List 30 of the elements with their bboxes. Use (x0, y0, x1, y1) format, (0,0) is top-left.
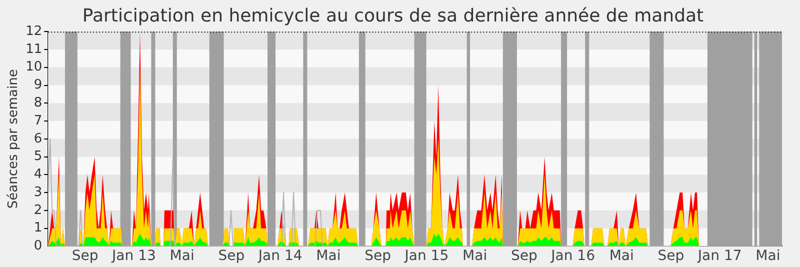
x-tick-label: Jan 15 (404, 248, 449, 264)
x-tick-label: Mai (170, 248, 194, 264)
x-tick-label: Jan 13 (111, 248, 156, 264)
y-axis-title: Séances par semaine (6, 69, 22, 209)
y-tick-label: 10 (26, 60, 42, 75)
x-tick-label: Mai (462, 248, 488, 264)
y-tick-label: 4 (34, 167, 42, 182)
y-tick-label: 5 (34, 149, 42, 164)
x-tick-label: Sep (218, 248, 245, 264)
y-tick-label: 2 (34, 202, 42, 218)
x-tick-label: Sep (364, 248, 392, 264)
x-tick-label: Jan 14 (257, 248, 302, 264)
x-tick-label: Mai (609, 248, 634, 264)
x-tick-label: Mai (756, 248, 780, 264)
y-tick-label: 0 (34, 238, 42, 254)
y-tick-label: 1 (34, 220, 42, 236)
y-tick-label: 3 (34, 184, 42, 200)
x-tick-label: Mai (316, 248, 341, 264)
y-tick-label: 6 (34, 131, 42, 146)
x-tick-label: Sep (72, 248, 98, 264)
y-tick-label: 12 (26, 24, 42, 39)
chart-title: Participation en hemicycle au cours de sa dernière année de mandat (82, 5, 704, 26)
y-tick-label: 8 (34, 96, 42, 111)
x-tick-label: Sep (658, 248, 684, 264)
x-tick-label: Jan 16 (550, 248, 596, 264)
y-tick-label: 7 (34, 113, 42, 128)
y-tick-label: 9 (34, 78, 42, 93)
y-tick-label: 11 (26, 42, 42, 57)
x-tick-label: Jan 17 (696, 248, 742, 264)
x-tick-label: Sep (510, 248, 538, 264)
